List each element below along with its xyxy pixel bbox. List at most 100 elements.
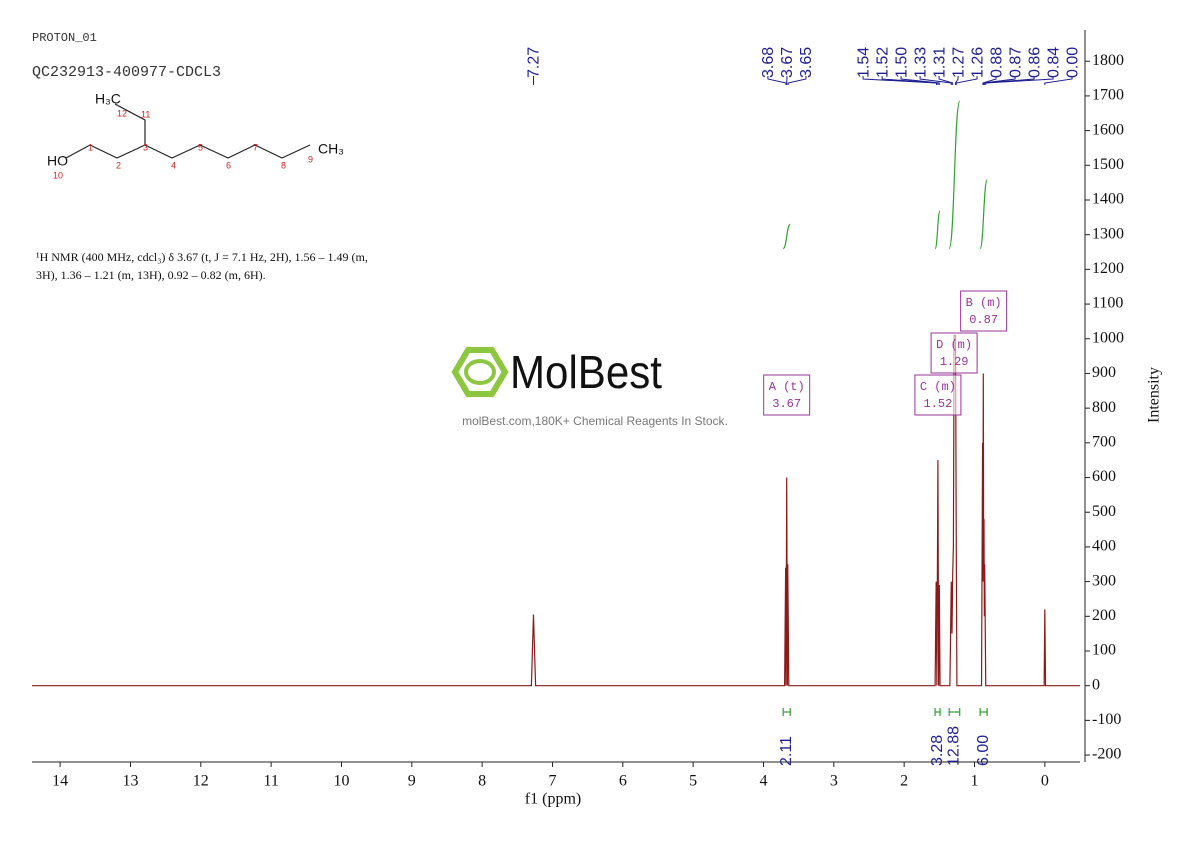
x-tick-label: 7 — [548, 773, 556, 790]
peak-label: 1.52 — [874, 47, 891, 78]
peak-label: 0.86 — [1026, 47, 1043, 78]
peak-leader — [983, 76, 1035, 85]
peak-label: 3.65 — [798, 47, 815, 78]
locant: 12 — [117, 108, 127, 118]
integral-bracket — [979, 708, 988, 716]
atom-label: CH₃ — [318, 141, 344, 157]
multiplet-box — [914, 374, 962, 416]
y-tick-label: 1600 — [1092, 121, 1124, 138]
y-tick-label: 1300 — [1092, 225, 1124, 242]
y-tick-label: 700 — [1092, 434, 1116, 451]
peak-label: 0.87 — [1007, 47, 1024, 78]
locant: 3 — [143, 142, 148, 152]
integral-curve — [782, 223, 791, 250]
x-tick-label: 11 — [263, 773, 278, 790]
peak-leader — [983, 76, 1016, 85]
y-tick-label: -200 — [1092, 746, 1121, 763]
peak-label: 3.67 — [779, 47, 796, 78]
peak-label: 1.31 — [931, 47, 948, 78]
atom-label: HO — [47, 153, 68, 169]
multiplet-label: B (m) — [966, 296, 1002, 310]
atom-label: H₃C — [95, 91, 121, 107]
locant: 9 — [308, 154, 313, 164]
y-tick-label: 1500 — [1092, 156, 1124, 173]
y-tick-label: 1700 — [1092, 87, 1124, 104]
y-tick-label: 800 — [1092, 399, 1116, 416]
peak-label: 0.88 — [988, 47, 1005, 78]
watermark-logo — [451, 347, 509, 397]
multiplet-box — [763, 374, 811, 416]
x-tick-label: 3 — [830, 773, 838, 790]
x-tick-label: 4 — [759, 773, 767, 790]
multiplet-label: A (t) — [769, 380, 805, 394]
x-tick-label: 14 — [52, 773, 68, 790]
integral-label: 12.88 — [946, 726, 963, 766]
spectrum-line — [32, 334, 1080, 687]
y-tick-label: -100 — [1092, 711, 1121, 728]
locant: 10 — [53, 170, 63, 180]
integral-bracket — [948, 708, 961, 716]
y-tick-label: 300 — [1092, 572, 1116, 589]
x-tick-label: 10 — [333, 773, 349, 790]
integral-label: 6.00 — [975, 735, 992, 766]
x-tick-label: 6 — [619, 773, 627, 790]
peak-label: 1.50 — [893, 47, 910, 78]
peak-label: 1.27 — [950, 47, 967, 78]
molecule-bonds — [65, 103, 311, 159]
multiplet-label: C (m) — [920, 380, 956, 394]
locant: 1 — [88, 142, 93, 152]
y-tick-label: 200 — [1092, 607, 1116, 624]
y-tick-label: 1800 — [1092, 52, 1124, 69]
integral-label: 2.11 — [778, 736, 795, 766]
x-tick-label: 13 — [122, 773, 138, 790]
peak-label: 0.84 — [1045, 47, 1062, 78]
peak-leader — [938, 76, 954, 85]
peak-leader — [955, 76, 978, 85]
multiplet-shift: 1.29 — [940, 355, 969, 369]
peak-leader — [1044, 76, 1073, 85]
locant: 2 — [116, 160, 121, 170]
peak-leader — [862, 76, 938, 85]
logo-hexagon — [451, 347, 509, 397]
peak-leader — [787, 76, 807, 85]
annotation: ¹H NMR (400 MHz, cdcl₃) δ 3.67 (t, J = 7… — [36, 250, 368, 264]
peak-label: 3.68 — [760, 47, 777, 78]
peak-leader — [900, 76, 940, 85]
watermark-text: molBest.com,180K+ Chemical Reagents In S… — [462, 414, 728, 428]
multiplet-box — [930, 332, 978, 374]
peak-leader — [881, 76, 939, 85]
peak-label: 1.54 — [855, 47, 872, 78]
multiplet-shift: 1.52 — [924, 397, 953, 411]
locant: 5 — [198, 142, 203, 152]
y-tick-label: 1400 — [1092, 191, 1124, 208]
y-tick-label: 1100 — [1092, 295, 1123, 312]
y-tick-label: 600 — [1092, 468, 1116, 485]
integral-curve — [948, 100, 961, 250]
y-tick-label: 100 — [1092, 642, 1116, 659]
peak-leader — [985, 76, 1054, 85]
peak-label: 1.26 — [969, 47, 986, 78]
x-tick-label: 0 — [1041, 773, 1049, 790]
locant: 8 — [281, 160, 286, 170]
multiplet-shift: 3.67 — [772, 397, 801, 411]
peak-leader — [919, 76, 952, 85]
x-tick-label: 12 — [193, 773, 209, 790]
multiplet-shift: 0.87 — [969, 313, 998, 327]
integral-label: 3.28 — [929, 735, 946, 766]
y-tick-label: 1200 — [1092, 260, 1124, 277]
peak-label: 7.27 — [526, 47, 543, 78]
annotation: 3H), 1.36 – 1.21 (m, 13H), 0.92 – 0.82 (… — [36, 268, 266, 282]
x-tick-label: 2 — [900, 773, 908, 790]
y-tick-label: 500 — [1092, 503, 1116, 520]
peak-leader — [767, 76, 787, 85]
branch — [114, 103, 146, 145]
integral-curve — [979, 179, 988, 250]
x-axis-label: f1 (ppm) — [525, 791, 581, 808]
peak-label: 0.00 — [1064, 47, 1081, 78]
x-tick-label: 5 — [689, 773, 697, 790]
locant: 4 — [171, 160, 176, 170]
x-tick-label: 9 — [408, 773, 416, 790]
y-tick-label: 400 — [1092, 538, 1116, 555]
logo-ring — [464, 359, 496, 385]
